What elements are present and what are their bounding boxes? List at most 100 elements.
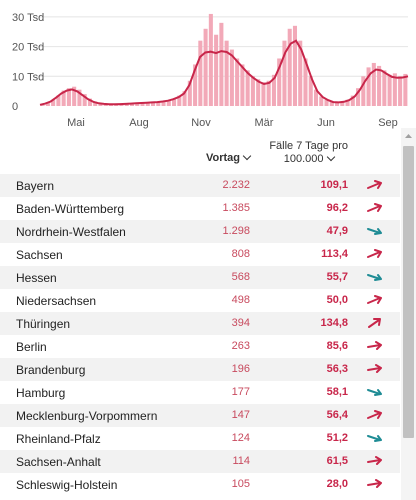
daily-case-bar: [61, 90, 66, 106]
daily-case-bar: [392, 73, 397, 106]
state-name: Berlin: [16, 340, 47, 354]
daily-case-bar: [266, 80, 271, 106]
daily-case-bar: [40, 105, 45, 106]
table-row[interactable]: Mecklenburg-Vorpommern 147 56,4: [0, 404, 400, 427]
daily-case-bar: [366, 67, 371, 106]
trend-arrow-icon: [367, 456, 382, 465]
table-row[interactable]: Brandenburg 196 56,3: [0, 358, 400, 381]
state-name: Rheinland-Pfalz: [16, 432, 101, 446]
daily-case-bar: [177, 95, 182, 106]
trend-arrow-icon: [367, 295, 382, 304]
trend-arrow-icon: [367, 180, 382, 189]
trend-arrow-icon: [367, 364, 382, 373]
daily-case-bar: [98, 103, 103, 106]
daily-case-bar: [356, 88, 361, 106]
column-header-faelle[interactable]: Fälle 7 Tage pro 100.000: [269, 140, 348, 166]
daily-case-bar: [161, 101, 166, 106]
daily-case-bar: [277, 58, 282, 106]
daily-case-bar: [87, 98, 92, 106]
faelle-value: 47,9: [326, 225, 348, 237]
daily-case-bar: [51, 100, 56, 106]
daily-case-bar: [93, 101, 98, 106]
state-name: Schleswig-Holstein: [16, 478, 118, 492]
state-table: Bayern 2.232 109,1 Baden-Württemberg 1.385 96…: [0, 174, 400, 496]
column-header-faelle-line2: 100.000: [283, 153, 324, 165]
daily-case-bar: [235, 58, 240, 106]
table-row[interactable]: Bayern 2.232 109,1: [0, 174, 400, 197]
daily-case-bar: [292, 25, 297, 106]
column-header-faelle-line1: Fälle 7 Tage pro: [269, 140, 348, 152]
state-name: Mecklenburg-Vorpommern: [16, 409, 158, 423]
daily-case-bar: [387, 74, 392, 106]
daily-case-bar: [256, 79, 261, 106]
daily-case-bar: [287, 28, 292, 106]
column-header-vortag[interactable]: Vortag: [205, 151, 252, 164]
case-chart: 30 Tsd 20 Tsd 10 Tsd 0 Mai Aug Nov Mär Jun Sep: [12, 12, 409, 129]
state-name: Hamburg: [16, 386, 66, 400]
trend-arrow-icon: [367, 274, 382, 281]
daily-case-bar: [77, 89, 82, 106]
daily-case-bar: [229, 49, 234, 106]
state-name: Niedersachsen: [16, 294, 97, 308]
daily-case-bar: [124, 104, 129, 106]
y-tick-label: 30 Tsd: [12, 12, 44, 24]
daily-case-bar: [119, 104, 124, 106]
vortag-value: 263: [231, 340, 250, 352]
table-row[interactable]: Sachsen 808 113,4: [0, 243, 400, 266]
table-row[interactable]: Baden-Württemberg 1.385 96,2: [0, 197, 400, 220]
daily-case-bar: [345, 99, 350, 106]
daily-case-bar: [382, 70, 387, 106]
daily-case-bar: [214, 34, 219, 106]
daily-case-bar: [319, 96, 324, 106]
x-tick-label: Aug: [129, 117, 149, 129]
daily-case-bar: [313, 89, 319, 106]
daily-case-bar: [56, 95, 61, 106]
table-row[interactable]: Thüringen 394 134,8: [0, 312, 400, 335]
table-row[interactable]: Hamburg 177 58,1: [0, 381, 400, 404]
table-row[interactable]: Sachsen-Anhalt 114 61,5: [0, 450, 400, 473]
daily-case-bar: [45, 103, 50, 106]
column-header-vortag-label: Vortag: [205, 152, 240, 164]
table-row[interactable]: Berlin 263 85,6: [0, 335, 400, 358]
scroll-up-arrow-icon[interactable]: [401, 128, 416, 144]
table-row[interactable]: Nordrhein-Westfalen 1.298 47,9: [0, 220, 400, 243]
chevron-down-icon: [242, 151, 252, 161]
table-row[interactable]: Hessen 568 55,7: [0, 266, 400, 289]
y-tick-label: 10 Tsd: [12, 71, 44, 83]
state-name: Bayern: [16, 179, 55, 193]
faelle-value: 134,8: [320, 317, 348, 329]
faelle-value: 56,4: [326, 409, 348, 421]
daily-case-bar: [187, 80, 192, 106]
state-name: Brandenburg: [16, 363, 86, 377]
trend-arrow-icon: [368, 318, 381, 328]
faelle-value: 51,2: [326, 432, 348, 444]
daily-case-bar: [224, 40, 229, 106]
table-header: Vortag Fälle 7 Tage pro 100.000: [0, 138, 400, 172]
daily-case-bar: [135, 103, 140, 106]
daily-case-bar: [245, 70, 250, 106]
daily-case-bar: [145, 102, 150, 106]
trend-arrow-icon: [367, 435, 382, 442]
x-tick-label: Sep: [378, 117, 398, 129]
daily-case-bar: [193, 64, 198, 106]
scrollbar-thumb[interactable]: [403, 146, 414, 438]
chevron-down-icon: [326, 152, 335, 162]
daily-case-bar: [403, 73, 408, 106]
state-name: Sachsen: [16, 248, 63, 262]
table-row[interactable]: Rheinland-Pfalz 124 51,2: [0, 427, 400, 450]
daily-case-bar: [129, 103, 135, 106]
vortag-value: 808: [231, 248, 250, 260]
daily-case-bar: [335, 102, 340, 106]
table-row[interactable]: Niedersachsen 498 50,0: [0, 289, 400, 312]
daily-case-bar: [182, 91, 187, 106]
trend-arrow-icon: [367, 389, 382, 396]
daily-case-bar: [208, 13, 213, 107]
state-name: Hessen: [16, 271, 57, 285]
table-row[interactable]: Schleswig-Holstein 105 28,0: [0, 473, 400, 496]
daily-case-bar: [203, 28, 208, 106]
vortag-value: 114: [232, 455, 250, 467]
daily-case-bar: [308, 76, 313, 106]
daily-case-bar: [108, 104, 113, 106]
faelle-value: 50,0: [326, 294, 348, 306]
vortag-value: 1.385: [222, 202, 250, 214]
